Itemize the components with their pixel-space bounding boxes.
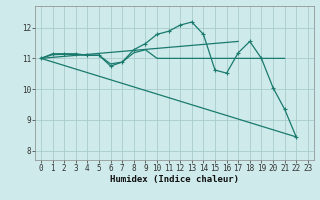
X-axis label: Humidex (Indice chaleur): Humidex (Indice chaleur) xyxy=(110,175,239,184)
